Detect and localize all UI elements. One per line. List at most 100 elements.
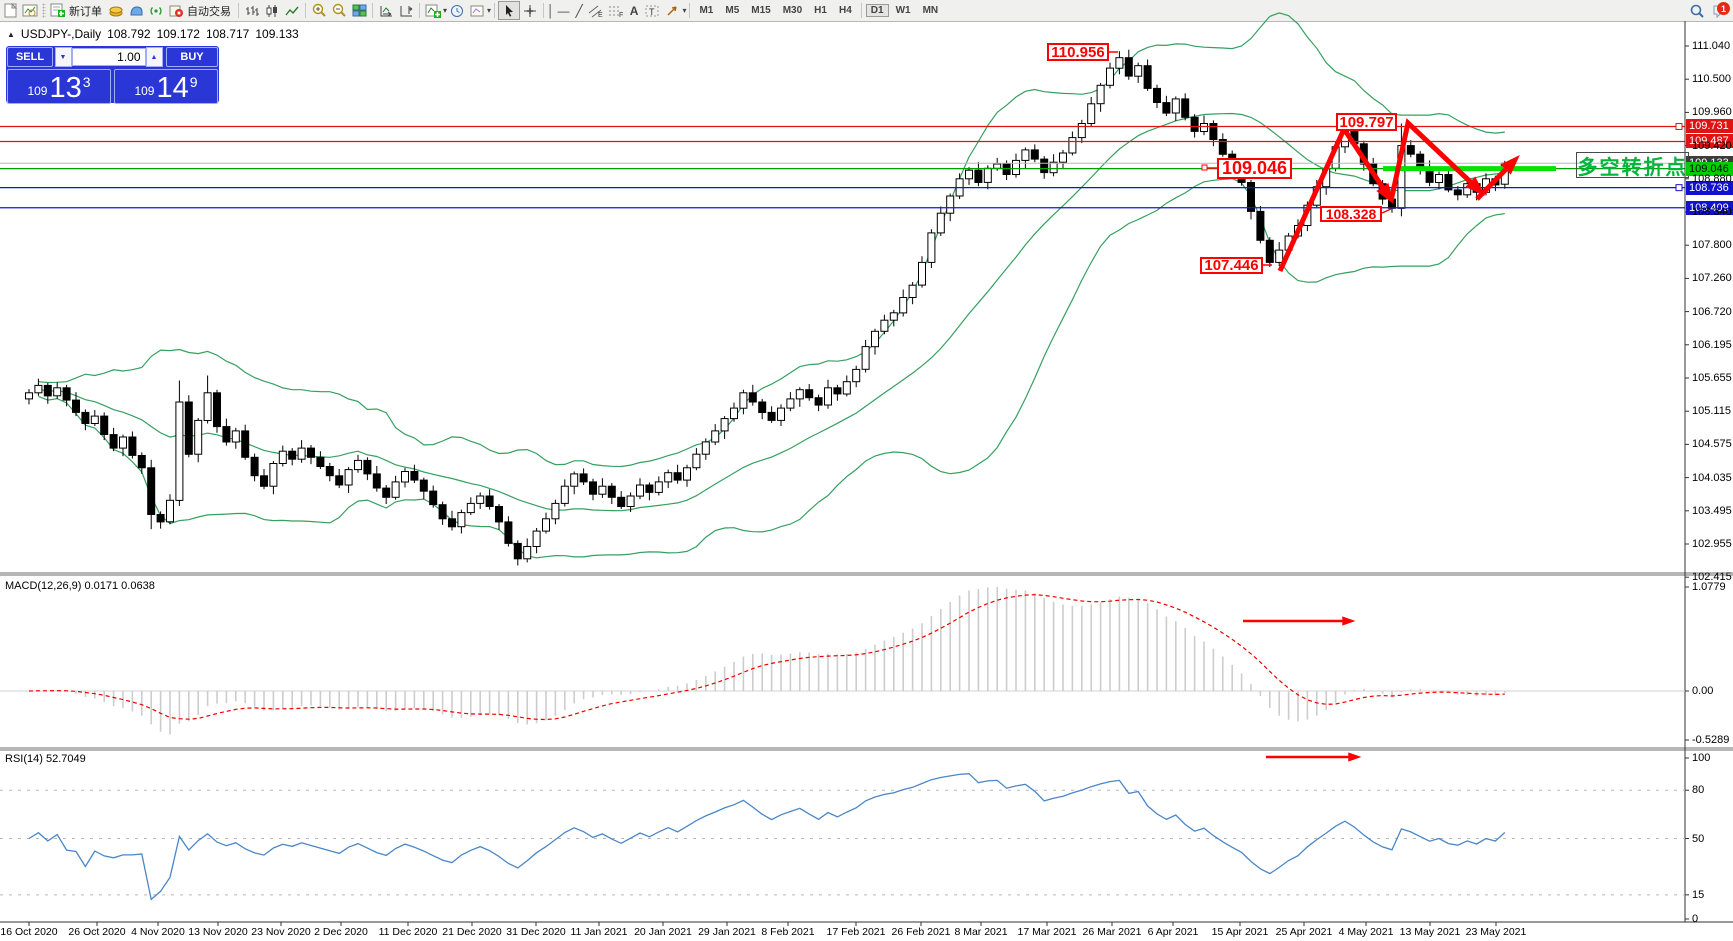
macd-axis-label: -0.5289 (1692, 734, 1730, 746)
date-label: 26 Mar 2021 (1082, 926, 1142, 938)
add-indicator-caret-icon[interactable]: ▾ (443, 6, 448, 15)
one-click-trade-panel: SELL ▼ ▲ BUY 109 13 3 109 14 9 (6, 46, 219, 104)
horizontal-line-tool-icon[interactable]: — (557, 3, 570, 18)
date-label: 8 Feb 2021 (761, 926, 815, 938)
price-annotation-107.446[interactable]: 107.446 (1200, 257, 1263, 274)
text-tool-icon[interactable]: A (629, 3, 639, 18)
tab-m15[interactable]: M15 (751, 5, 771, 16)
svg-text:E: E (598, 12, 603, 18)
price-tick-label: 102.955 (1692, 538, 1732, 550)
date-label: 17 Mar 2021 (1017, 926, 1077, 938)
line-selection-handle[interactable] (1675, 184, 1683, 192)
zoom-in-icon[interactable] (309, 2, 329, 19)
sell-price-prefix: 109 (27, 84, 48, 98)
add-indicator-icon[interactable] (423, 2, 443, 19)
tile-windows-icon[interactable] (349, 2, 369, 19)
date-label: 6 Apr 2021 (1147, 926, 1199, 938)
date-label: 25 Apr 2021 (1275, 926, 1333, 938)
chart-shift-icon[interactable] (396, 2, 416, 19)
timeframes-clock-icon[interactable] (447, 2, 467, 19)
buy-price-sup: 9 (189, 74, 198, 90)
price-annotation-110.956[interactable]: 110.956 (1047, 43, 1109, 61)
auto-trading-icon[interactable] (166, 2, 186, 19)
price-tick-label: 104.575 (1692, 438, 1732, 451)
price-tick-label: 105.655 (1692, 372, 1732, 384)
macd-axis-label: 0.00 (1692, 685, 1714, 697)
date-label: 16 Oct 2020 (0, 926, 58, 938)
macd-histogram (37, 586, 1506, 735)
mailbox-icon[interactable] (126, 2, 146, 19)
price-tick-label: 110.500 (1692, 73, 1731, 86)
date-label: 4 Nov 2020 (131, 926, 185, 938)
rsi-axis-label: 50 (1692, 832, 1705, 845)
fibonacci-tool-icon[interactable]: F (606, 2, 626, 19)
auto-trading-button[interactable]: 自动交易 (187, 5, 231, 18)
price-axis-tag-109.731: 109.731 (1686, 119, 1733, 134)
templates-icon[interactable] (467, 2, 487, 19)
trend-zigzag-arrow[interactable] (1388, 118, 1481, 202)
date-label: 23 Nov 2020 (251, 926, 311, 938)
lot-increase-button[interactable]: ▲ (145, 47, 163, 67)
chart-collapse-icon[interactable]: ▲ (7, 29, 15, 39)
macd-signal-line (28, 594, 1505, 721)
price-tick-label: 106.720 (1692, 305, 1732, 318)
arrows-tool-caret-icon[interactable]: ▾ (682, 6, 687, 15)
zoom-out-icon[interactable] (329, 2, 349, 19)
date-label: 15 Apr 2021 (1211, 926, 1269, 938)
lot-decrease-button[interactable]: ▼ (54, 47, 72, 67)
lot-size-input[interactable] (71, 48, 146, 66)
notification-badge: 1 (1717, 2, 1730, 15)
new-order-button[interactable]: 新订单 (69, 5, 102, 18)
candlestick-mode-icon[interactable] (262, 2, 282, 19)
tab-m30[interactable]: M30 (782, 5, 803, 16)
ohlc-low: 108.717 (205, 27, 250, 41)
coins-icon[interactable] (106, 2, 126, 19)
price-tick-label: 102.415 (1692, 571, 1732, 584)
price-axis-tag-108.736: 108.736 (1686, 180, 1733, 195)
tab-w1[interactable]: W1 (895, 5, 911, 16)
date-label: 2 Dec 2020 (314, 926, 368, 938)
new-chart-icon[interactable] (0, 2, 20, 19)
autoscroll-icon[interactable] (376, 2, 396, 19)
bollinger-upper-band (38, 12, 1505, 468)
crosshair-icon[interactable] (520, 2, 540, 19)
vertical-line-tool-icon[interactable]: │ (547, 3, 555, 18)
templates-caret-icon[interactable]: ▾ (487, 6, 492, 15)
date-label: 4 May 2021 (1338, 926, 1394, 938)
date-label: 17 Feb 2021 (826, 926, 886, 938)
tab-h1[interactable]: H1 (814, 5, 827, 16)
price-annotation-109.797[interactable]: 109.797 (1336, 113, 1397, 131)
price-tick-label: 106.195 (1692, 338, 1732, 351)
line-selection-handle[interactable] (1675, 122, 1683, 130)
trendline-tool-icon[interactable]: ╱ (575, 3, 583, 18)
new-order-icon[interactable] (48, 2, 68, 19)
bar-chart-mode-icon[interactable] (242, 2, 262, 19)
notifications-chat-icon[interactable]: 1 (1707, 2, 1733, 19)
price-annotation-109.046[interactable]: 109.046 (1217, 158, 1292, 179)
sell-price-quote[interactable]: 109 13 3 (7, 69, 111, 104)
channel-tool-icon[interactable]: E (586, 2, 606, 19)
buy-button[interactable]: BUY (166, 47, 218, 67)
turning-point-label[interactable]: 多空转折点 (1576, 152, 1689, 179)
signal-icon[interactable] (146, 2, 166, 19)
tab-m5[interactable]: M5 (725, 5, 740, 16)
arrows-tool-icon[interactable] (662, 2, 682, 19)
text-label-tool-icon[interactable]: T (642, 2, 662, 19)
chart-profiles-icon[interactable] (20, 2, 40, 19)
toolbar-grip (42, 3, 46, 18)
sell-button[interactable]: SELL (7, 47, 53, 67)
main-toolbar: 新订单 自动交易 ▾ ▾ │ — ╱ E F A T ▾ (0, 0, 1733, 22)
annotation-arrowhead (1465, 176, 1486, 196)
cursor-icon[interactable] (498, 1, 521, 20)
price-annotation-108.328[interactable]: 108.328 (1320, 206, 1382, 222)
line-chart-mode-icon[interactable] (282, 2, 302, 19)
tab-d1[interactable]: D1 (865, 4, 889, 17)
tab-m1[interactable]: M1 (699, 5, 714, 16)
date-label: 20 Jan 2021 (634, 926, 692, 938)
search-icon[interactable] (1687, 2, 1707, 19)
tab-h4[interactable]: H4 (838, 5, 852, 16)
buy-price-quote[interactable]: 109 14 9 (114, 69, 218, 104)
tab-mn[interactable]: MN (922, 5, 939, 16)
